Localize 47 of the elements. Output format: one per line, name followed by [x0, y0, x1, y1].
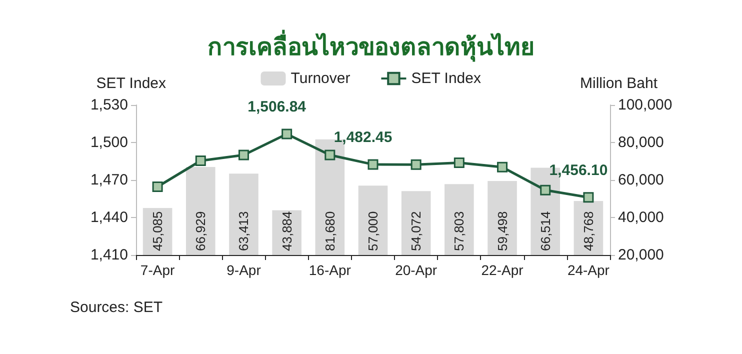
chart-title: การเคลื่อนไหวของตลาดหุ้นไทย — [208, 29, 534, 63]
data-label: 66,929 — [193, 211, 208, 251]
point — [497, 162, 508, 172]
x-tick-label: 24-Apr — [567, 262, 610, 278]
data-label: 43,884 — [279, 211, 294, 251]
data-label: 66,514 — [538, 211, 553, 251]
point — [152, 182, 163, 192]
point — [410, 159, 422, 170]
x-tick-label: 9-Apr — [226, 262, 262, 278]
y2-tick-label: 60,000 — [618, 172, 664, 188]
legend-label: Turnover — [290, 70, 350, 87]
y2-tick-label: 40,000 — [618, 209, 664, 226]
point — [324, 150, 336, 160]
data-label: 63,413 — [236, 211, 252, 251]
y-tick-label: 1,470 — [90, 172, 128, 188]
data-label: 54,072 — [408, 211, 424, 251]
x-tick-label: 7-Apr — [140, 262, 175, 278]
x-tick-label: 22-Apr — [481, 262, 524, 278]
data-label: 45,085 — [150, 211, 166, 251]
point — [238, 150, 249, 160]
y2-tick-label: 20,000 — [618, 246, 664, 264]
point — [368, 159, 378, 170]
data-label: 57,000 — [366, 211, 380, 251]
legend-label: SET Index — [411, 70, 482, 87]
data-label: 57,803 — [452, 211, 467, 251]
y-axis-title: SET Index — [96, 75, 166, 92]
point — [454, 158, 464, 168]
y-tick-label: 1,530 — [90, 96, 128, 114]
x-tick-label: 16-Apr — [308, 262, 352, 278]
x-tick-label: 20-Apr — [395, 262, 438, 278]
point — [583, 192, 594, 203]
y2-axis-title: Million Baht — [580, 75, 658, 92]
point — [540, 184, 551, 196]
y-tick-label: 1,440 — [90, 209, 128, 226]
data-label: 59,498 — [494, 211, 510, 251]
data-label: 1,482.45 — [334, 129, 392, 146]
data-label: 1,456.10 — [549, 162, 608, 180]
data-label: 1,506.84 — [248, 98, 307, 116]
y-tick-label: 1,500 — [90, 134, 128, 151]
point — [195, 156, 206, 166]
source-note: Sources: SET — [70, 299, 163, 316]
point — [282, 128, 292, 140]
data-label: 81,680 — [322, 211, 338, 251]
y2-tick-label: 100,000 — [618, 96, 672, 114]
y-tick-label: 1,410 — [90, 246, 128, 264]
y2-tick-label: 80,000 — [618, 134, 664, 151]
data-label: 48,768 — [580, 211, 596, 251]
